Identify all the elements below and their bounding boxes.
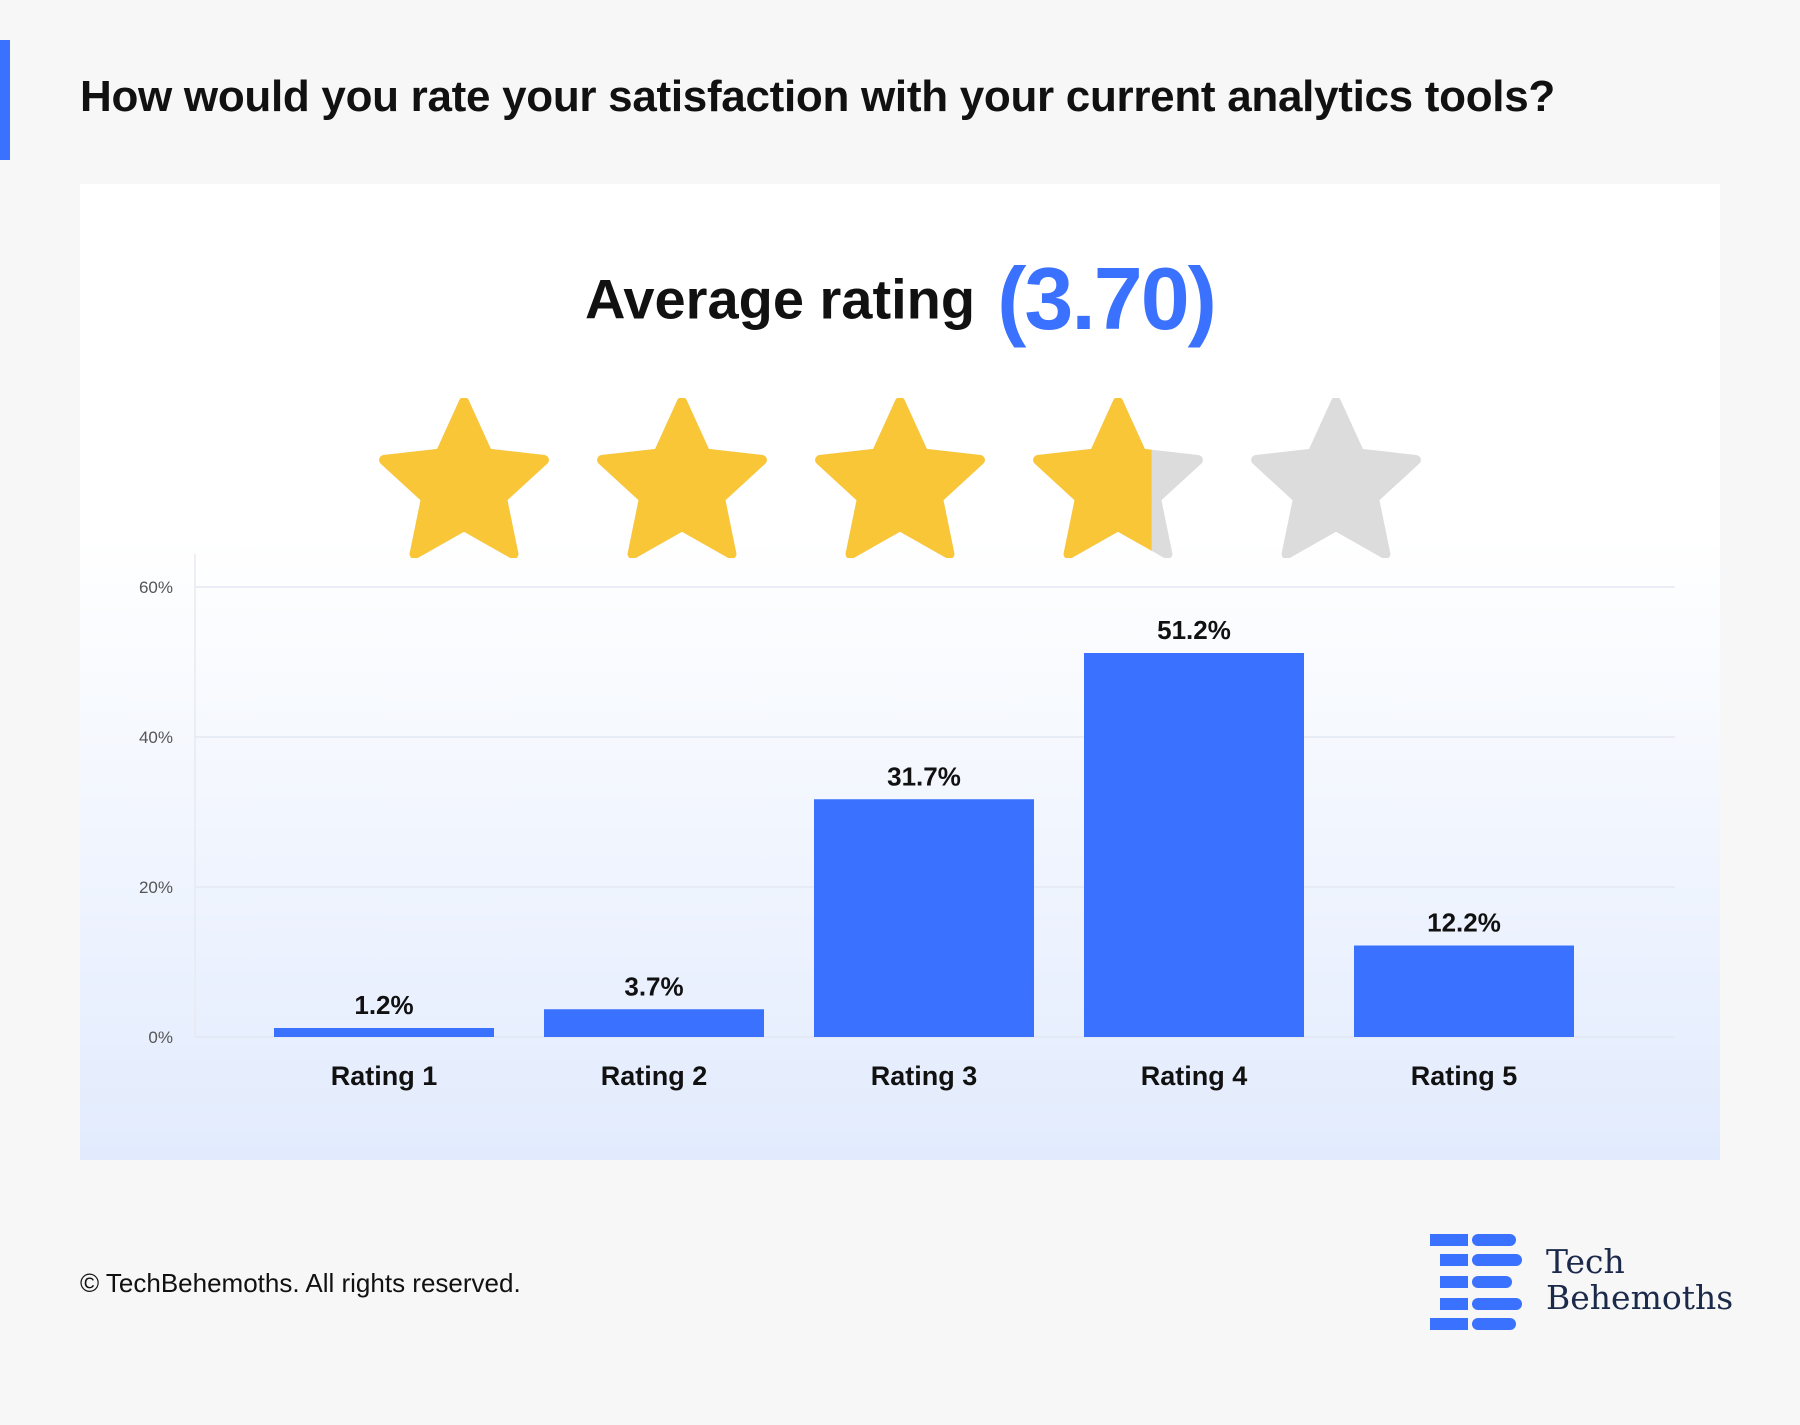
data-label: 12.2% — [1427, 908, 1501, 938]
average-rating-label: Average rating — [585, 267, 976, 331]
category-label: Rating 2 — [601, 1061, 708, 1091]
category-label: Rating 5 — [1411, 1061, 1518, 1091]
accent-bar — [0, 40, 10, 160]
y-tick-label: 20% — [139, 878, 173, 897]
category-label: Rating 1 — [331, 1061, 438, 1091]
logo-text-behemoths: Behemoths — [1546, 1278, 1734, 1317]
bar — [274, 1028, 494, 1037]
logo-text-tech: Tech — [1546, 1242, 1625, 1281]
star-icon — [1251, 398, 1421, 558]
bar — [814, 799, 1034, 1037]
bar — [1354, 945, 1574, 1037]
data-label: 31.7% — [887, 761, 961, 791]
tb-logo-icon — [1430, 1234, 1522, 1330]
star-icon — [597, 398, 767, 558]
y-tick-label: 40% — [139, 728, 173, 747]
star-icon — [1033, 398, 1203, 558]
y-tick-label: 60% — [139, 578, 173, 597]
data-label: 1.2% — [354, 990, 413, 1020]
bar — [1084, 653, 1304, 1037]
bar — [544, 1009, 764, 1037]
copyright-text: © TechBehemoths. All rights reserved. — [80, 1268, 521, 1298]
average-rating-value: (3.70) — [997, 249, 1217, 348]
y-tick-label: 0% — [148, 1028, 173, 1047]
category-label: Rating 3 — [871, 1061, 978, 1091]
data-label: 51.2% — [1157, 615, 1231, 645]
star-icon — [815, 398, 985, 558]
page-title: How would you rate your satisfaction wit… — [80, 72, 1555, 121]
category-label: Rating 4 — [1141, 1061, 1248, 1091]
bar-chart: 0% 20% 40% 60% 1.2% Rating 1 3.7% Rating 2 31.7%… — [139, 554, 1675, 1091]
star-rating — [379, 398, 1421, 558]
star-icon — [379, 398, 549, 558]
chart-card: Average rating (3.70) 0% 20% 40% 60% 1.2% Rati… — [80, 184, 1720, 1160]
data-label: 3.7% — [624, 971, 683, 1001]
average-rating: Average rating (3.70) — [80, 248, 1720, 350]
techbehemoths-logo: Tech Behemoths — [1428, 1232, 1733, 1332]
